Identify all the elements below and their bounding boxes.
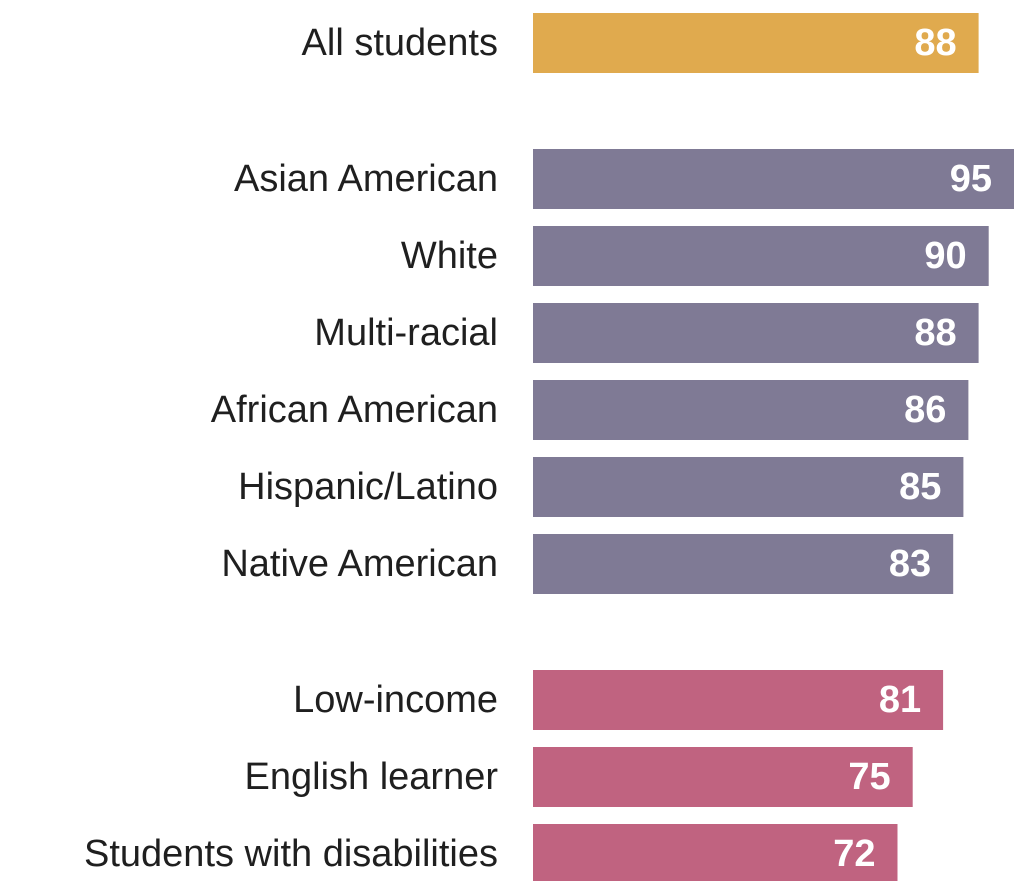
bar-4 [533, 380, 969, 440]
category-label-7: Low-income [293, 679, 498, 721]
bar-6 [533, 534, 954, 594]
value-label-9: 72 [833, 833, 875, 875]
value-label-5: 85 [899, 466, 941, 508]
category-label-0: All students [302, 22, 498, 64]
category-label-1: Asian American [234, 158, 498, 200]
value-label-4: 86 [904, 389, 946, 431]
category-label-3: Multi-racial [314, 312, 498, 354]
value-label-8: 75 [848, 756, 890, 798]
bar-1 [533, 149, 1014, 209]
category-label-9: Students with disabilities [84, 833, 498, 875]
value-label-3: 88 [914, 312, 956, 354]
category-label-5: Hispanic/Latino [238, 466, 498, 508]
value-label-1: 95 [950, 158, 992, 200]
bar-8 [533, 747, 913, 807]
bar-3 [533, 303, 979, 363]
bar-0 [533, 13, 979, 73]
value-label-2: 90 [924, 235, 966, 277]
value-label-6: 83 [889, 543, 931, 585]
bar-2 [533, 226, 989, 286]
value-labels-layer: 88 95 90 88 86 85 83 81 75 72 [833, 22, 992, 875]
bar-9 [533, 824, 898, 881]
bars-layer [533, 13, 1014, 881]
category-label-4: African American [211, 389, 498, 431]
value-label-7: 81 [879, 679, 921, 721]
value-label-0: 88 [914, 22, 956, 64]
bar-7 [533, 670, 944, 730]
category-label-6: Native American [221, 543, 498, 585]
category-labels-layer: All students Asian American White Multi-rac… [84, 22, 498, 875]
category-label-8: English learner [245, 756, 499, 798]
category-label-2: White [401, 235, 498, 277]
bar-5 [533, 457, 964, 517]
